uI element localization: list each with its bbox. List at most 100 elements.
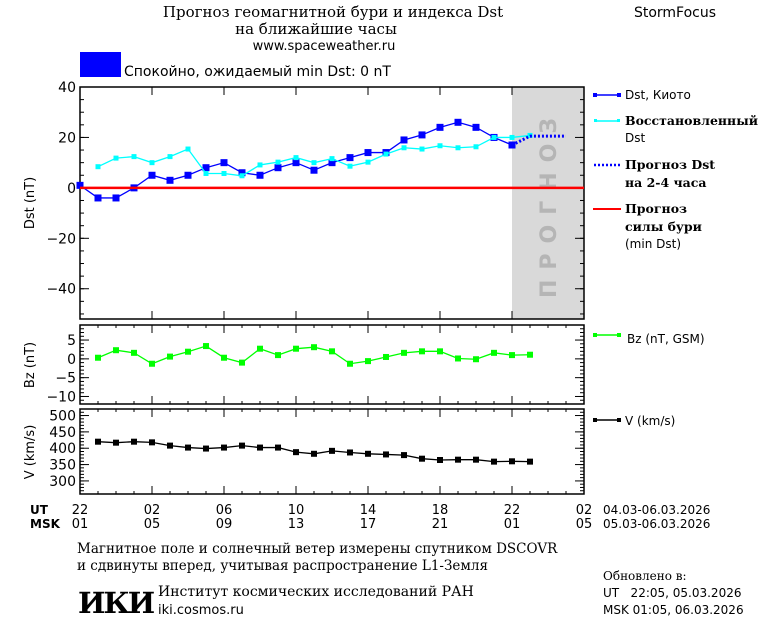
y-tick-label: 450 <box>49 425 76 441</box>
updated-ut: UT 22:05, 05.03.2026 <box>603 586 741 600</box>
data-point <box>383 451 389 458</box>
data-point <box>166 176 174 184</box>
data-point <box>95 354 101 361</box>
data-point <box>329 348 335 355</box>
msk-tick-label: 17 <box>360 517 377 532</box>
data-point <box>275 159 281 165</box>
data-point <box>401 145 407 151</box>
data-point <box>347 360 353 367</box>
data-point <box>149 439 155 446</box>
data-point <box>95 164 101 170</box>
data-point <box>527 351 533 358</box>
data-point <box>149 160 155 166</box>
data-point <box>454 118 462 126</box>
data-point <box>275 444 281 451</box>
legend-bz-marker <box>617 333 621 337</box>
data-point <box>167 442 173 449</box>
data-point <box>167 154 173 160</box>
legend-bz-marker <box>593 333 597 337</box>
data-point <box>203 170 209 176</box>
msk-tick-label: 09 <box>216 517 233 532</box>
institute-link[interactable]: iki.cosmos.ru <box>158 603 244 618</box>
data-point <box>455 456 461 463</box>
legend-dst-kyoto: Dst, Киото <box>625 88 691 102</box>
series-line <box>511 134 566 147</box>
y-tick-label: 400 <box>49 441 76 457</box>
legend-recovered-marker <box>594 119 597 122</box>
data-point <box>274 164 282 172</box>
data-point <box>112 194 120 202</box>
ut-tick-label: 22 <box>504 503 521 518</box>
data-point <box>437 348 443 355</box>
y-tick-label: 20 <box>58 130 76 146</box>
data-point <box>184 171 192 179</box>
data-point <box>401 349 407 356</box>
legend-recovered-marker <box>617 119 620 122</box>
data-point <box>509 134 515 140</box>
data-point <box>329 156 335 162</box>
msk-tick-label: 05 <box>144 517 161 532</box>
legend-storm-1: Прогноз <box>625 201 687 216</box>
data-point <box>310 166 318 174</box>
legend-v-marker <box>593 418 597 422</box>
data-point <box>437 143 443 149</box>
msk-tick-label: 05 <box>576 517 593 532</box>
dst-axis-label: Dst (nT) <box>23 177 38 229</box>
updated-msk: MSK 01:05, 06.03.2026 <box>603 603 744 617</box>
ut-date-range: 04.03-06.03.2026 <box>603 503 710 517</box>
data-point <box>364 149 372 157</box>
ut-label: UT <box>30 503 49 517</box>
data-point <box>400 136 408 144</box>
chart-subtitle: на ближайшие часы <box>235 20 397 38</box>
msk-tick-label: 01 <box>72 517 89 532</box>
ut-tick-label: 02 <box>144 503 161 518</box>
status-color-box <box>80 52 121 77</box>
data-point <box>347 163 353 169</box>
ut-tick-label: 06 <box>216 503 233 518</box>
data-point <box>365 358 371 365</box>
data-point <box>455 355 461 362</box>
data-point <box>131 154 137 160</box>
data-point <box>419 455 425 462</box>
data-point <box>76 181 84 189</box>
data-point <box>436 123 444 131</box>
data-point <box>365 450 371 457</box>
data-point <box>221 444 227 451</box>
chart-title: Прогноз геомагнитной бури и индекса Dst <box>163 3 503 21</box>
y-tick-label: −40 <box>46 282 76 298</box>
legend-storm-2: силы бури <box>625 219 702 234</box>
v-axis-label: V (km/s) <box>23 425 38 480</box>
legend-v-marker <box>617 418 621 422</box>
y-tick-label: 350 <box>49 458 76 474</box>
legend-bz: Bz (nT, GSM) <box>627 332 705 346</box>
y-tick-label: 300 <box>49 474 76 490</box>
data-point <box>311 450 317 457</box>
data-point <box>113 155 119 161</box>
institute-name: Институт космических исследований РАН <box>158 584 474 600</box>
ut-tick-label: 22 <box>72 503 89 518</box>
msk-date-range: 05.03-06.03.2026 <box>603 517 710 531</box>
plot-frame <box>79 408 585 495</box>
y-tick-label: 40 <box>58 80 76 96</box>
data-point <box>473 144 479 150</box>
y-tick-label: −10 <box>46 389 76 405</box>
legend-forecast-1: Прогноз Dst <box>625 157 715 172</box>
data-point <box>131 349 137 356</box>
y-tick-label: 0 <box>67 352 76 368</box>
data-point <box>329 447 335 454</box>
ut-tick-label: 14 <box>360 503 377 518</box>
data-point <box>328 159 336 167</box>
ut-tick-label: 18 <box>432 503 449 518</box>
data-point <box>293 449 299 456</box>
website-link[interactable]: www.spaceweather.ru <box>253 39 396 54</box>
data-point <box>419 146 425 152</box>
data-point <box>293 155 299 161</box>
forecast-region-label: ПРОГНОЗ <box>537 108 562 298</box>
legend-recovered-1: Восстановленный <box>625 113 758 128</box>
data-point <box>113 347 119 354</box>
data-point <box>167 353 173 360</box>
brand-label: StormFocus <box>634 5 716 21</box>
data-point <box>311 160 317 166</box>
data-point <box>347 449 353 456</box>
